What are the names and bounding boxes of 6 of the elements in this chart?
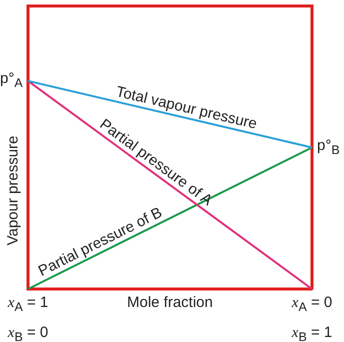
x-axis-title: Mole fraction: [127, 294, 213, 311]
y-axis-title: Vapour pressure: [4, 135, 22, 245]
category-label: x$_{A}$ = 1 x$_{B}$ = 0: [8, 294, 48, 342]
annotation: p°$_{B}$: [317, 137, 340, 157]
annotation: p°$_{A}$: [0, 70, 23, 90]
category-label: x$_{A}$ = 0 x$_{B}$ = 1: [292, 294, 332, 342]
